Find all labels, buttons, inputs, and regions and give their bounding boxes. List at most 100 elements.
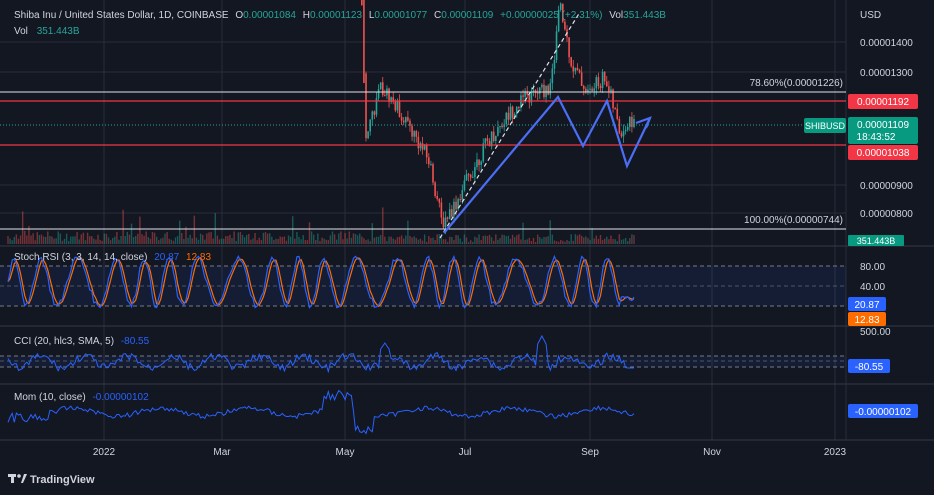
volume-bar [566,240,568,244]
volume-bar [629,238,631,244]
mom-title: Mom (10, close) [14,392,86,403]
volume-bar [490,237,493,244]
volume-bar [95,239,97,244]
volume-bar [162,237,164,244]
time-axis-label: Sep [581,447,599,458]
support-tag: 0.00001038 [848,145,918,160]
volume-bar [63,238,66,244]
volume-bar [570,234,572,244]
candle-body [484,138,487,144]
vol-row-value: 351.443B [37,26,80,37]
stoch-axis-tick: 80.00 [860,262,885,273]
volume-bar [49,236,51,244]
candle-body [620,133,623,137]
volume-bar [576,235,579,244]
candle-body [465,174,468,181]
volume-bar [488,234,491,244]
tradingview-logo[interactable]: TradingView [8,474,95,486]
volume-bar [597,238,600,244]
candle-body [497,127,499,136]
volume-bar [308,222,311,244]
volume-bar [78,239,80,244]
volume-bar [132,237,135,244]
volume-bar [543,236,545,244]
volume-bar [212,238,214,244]
candle-body [411,125,413,137]
volume-bar [457,235,459,244]
volume-bar [482,235,484,244]
candle-body [438,198,441,203]
volume-bar [262,232,265,244]
volume-bar [614,239,616,244]
volume-bar [183,238,185,244]
volume-bar [501,234,503,244]
stoch-axis-tick: 40.00 [860,282,885,293]
candle-body [499,126,501,128]
volume-bar [336,239,338,244]
volume-bar [377,236,380,244]
volume-bar [256,240,258,244]
svg-text:0.00001192: 0.00001192 [857,97,910,108]
volume-bar [513,237,516,244]
volume-bar [103,233,106,244]
dashed-trendline[interactable] [439,11,581,239]
candle-body [423,145,426,150]
volume-bar [526,239,528,244]
time-axis-label: May [336,447,355,458]
candle-body [390,97,392,102]
volume-bar [155,236,158,244]
resistance-tag: 0.00001192 [848,94,918,109]
volume-bar [359,233,361,244]
candle-body [587,89,589,92]
candle-body [553,60,556,69]
volume-bar [620,239,623,244]
volume-bar [363,238,365,244]
volume-bar [229,234,231,244]
candle-body [505,112,508,125]
volume-bar [465,237,468,244]
volume-bar [32,233,34,244]
candle-body [396,100,399,111]
candle-body [626,126,629,130]
volume-bar [225,236,227,244]
candle-body [582,86,585,89]
candle-body [532,90,535,92]
volume-bar [583,237,585,244]
volume-bar [398,236,401,244]
volume-bar [239,231,242,244]
volume-bar [235,240,237,244]
volume-bar [55,238,57,244]
candle-body [451,209,453,217]
volume-bar [392,238,394,244]
volume-bar [231,237,233,244]
volume-bar [371,223,373,244]
volume-bar [122,209,124,244]
volume-bar [260,239,263,244]
symbol-title: Shiba Inu / United States Dollar, 1D, CO… [14,10,229,21]
volume-bar [202,234,204,244]
volume-bar [373,237,376,244]
volume-bar [19,235,22,244]
price-tick: 0.00000900 [860,181,913,192]
volume-bar [325,239,327,244]
volume-bar [417,239,420,244]
candle-body [562,3,564,22]
candle-body [492,131,495,141]
volume-bar [197,239,200,244]
volume-bar [493,240,495,244]
pattern-drawing[interactable] [443,95,651,234]
candle-body [605,81,608,87]
volume-bar [463,234,466,244]
volume-bar [149,238,152,244]
candle-body [559,3,562,10]
candle-body [522,95,524,97]
volume-bar [7,236,9,244]
vol-label: Vol [609,10,623,21]
candle-body [526,91,529,95]
volume-bar [160,238,162,244]
volume-bar [189,234,191,244]
volume-bar [467,241,470,244]
volume-bar [555,241,558,244]
candle-body [400,116,403,121]
